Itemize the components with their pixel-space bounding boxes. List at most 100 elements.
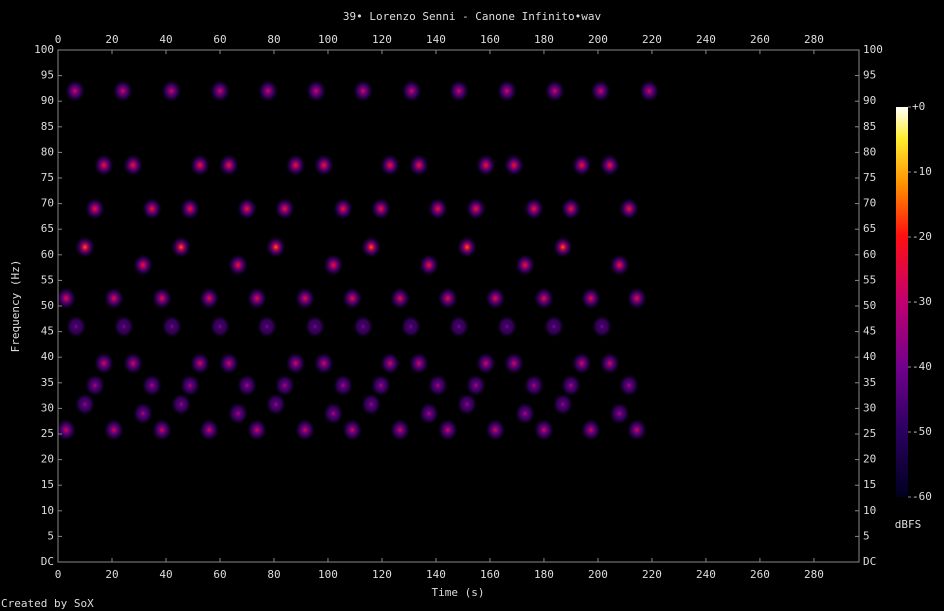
spectral-peak (199, 287, 220, 310)
spectral-peak (448, 315, 469, 338)
spectral-peak (123, 154, 144, 177)
x-tick-label-top: 100 (318, 33, 338, 46)
spectral-peak (401, 79, 422, 102)
y-tick-label-right: 20 (863, 453, 876, 466)
spectral-peak (333, 374, 354, 397)
spectral-peak (599, 352, 620, 375)
x-tick-label: 180 (534, 568, 554, 581)
y-tick-label-right: 75 (863, 171, 876, 184)
x-tick-label: 40 (159, 568, 172, 581)
spectral-peak (533, 287, 554, 310)
x-tick-label-top: 140 (426, 33, 446, 46)
spectral-peak (274, 374, 295, 397)
y-tick-label-right: 10 (863, 504, 876, 517)
y-tick-label: 100 (34, 43, 54, 56)
spectral-peak (171, 393, 192, 416)
spectral-peak (313, 352, 334, 375)
y-tick-label-right: 55 (863, 273, 876, 286)
spectral-peak (161, 79, 182, 102)
y-tick-label-right: 60 (863, 248, 876, 261)
spectral-peak (437, 287, 458, 310)
colorbar-tick-label: -50 (912, 425, 932, 438)
y-tick-label-right: 40 (863, 350, 876, 363)
x-tick-label-top: 160 (480, 33, 500, 46)
spectral-peak (465, 197, 486, 220)
spectral-peak (533, 418, 554, 441)
spectral-peak (93, 352, 114, 375)
spectral-peak (626, 418, 647, 441)
spectral-peak (609, 402, 630, 425)
y-tick-label-right: 50 (863, 299, 876, 312)
x-tick-label-top: 260 (750, 33, 770, 46)
spectral-peak (305, 315, 326, 338)
colorbar-tick-label: -30 (912, 295, 932, 308)
y-tick-label: 50 (41, 299, 54, 312)
x-tick-label: 80 (267, 568, 280, 581)
spectral-peak (84, 197, 105, 220)
plot-frame (57, 49, 860, 563)
spectral-peak (133, 254, 154, 277)
x-tick-label: 220 (642, 568, 662, 581)
spectral-peak (295, 287, 316, 310)
x-tick-label: 20 (105, 568, 118, 581)
spectral-peak (496, 315, 517, 338)
x-tick-label: 160 (480, 568, 500, 581)
spectral-peak (353, 315, 374, 338)
spectral-peak (113, 315, 134, 338)
spectral-peak (171, 236, 192, 259)
colorbar-tick-label: -10 (912, 165, 932, 178)
x-tick-label-top: 60 (213, 33, 226, 46)
spectral-peak (503, 154, 524, 177)
spectral-peak (265, 236, 286, 259)
colorbar-tick-label: -20 (912, 230, 932, 243)
spectral-peak (258, 79, 279, 102)
y-tick-label-right: 70 (863, 197, 876, 210)
spectral-peak (408, 154, 429, 177)
spectral-peak (103, 287, 124, 310)
spectral-peak (353, 79, 374, 102)
spectral-peak (56, 418, 77, 441)
spectral-peak (380, 154, 401, 177)
y-tick-label-right: 30 (863, 401, 876, 414)
y-tick-label: 80 (41, 145, 54, 158)
spectral-peak (323, 402, 344, 425)
y-tick-label: DC (41, 555, 54, 568)
x-tick-label: 280 (804, 568, 824, 581)
y-tick-label-right: 90 (863, 94, 876, 107)
y-tick-label: 45 (41, 325, 54, 338)
y-tick-label: 85 (41, 120, 54, 133)
colorbar-tick-label: -40 (912, 360, 932, 373)
spectral-peak (418, 254, 439, 277)
x-tick-label-top: 280 (804, 33, 824, 46)
spectral-peak (552, 236, 573, 259)
y-tick-label: 95 (41, 69, 54, 82)
x-tick-label: 240 (696, 568, 716, 581)
y-tick-label: 35 (41, 376, 54, 389)
y-axis-label: Frequency (Hz) (9, 260, 22, 353)
x-tick-label-top: 40 (159, 33, 172, 46)
colorbar (896, 107, 908, 497)
x-tick-label-top: 180 (534, 33, 554, 46)
spectral-peak (151, 287, 172, 310)
spectral-peak (609, 254, 630, 277)
spectral-peak (380, 352, 401, 375)
spectral-peak (503, 352, 524, 375)
x-tick-label: 140 (426, 568, 446, 581)
spectral-peak (571, 352, 592, 375)
spectral-peak (485, 418, 506, 441)
x-tick-label-top: 220 (642, 33, 662, 46)
y-tick-label-right: 45 (863, 325, 876, 338)
spectral-peak (543, 315, 564, 338)
spectral-peak (285, 154, 306, 177)
x-tick-label: 200 (588, 568, 608, 581)
spectral-peak (591, 315, 612, 338)
y-tick-label: 25 (41, 427, 54, 440)
y-tick-label-right: DC (863, 555, 876, 568)
spectral-peak (93, 154, 114, 177)
spectral-peak (285, 352, 306, 375)
spectral-peak (475, 352, 496, 375)
spectral-peak (342, 418, 363, 441)
spectral-peak (418, 402, 439, 425)
y-tick-label: 90 (41, 94, 54, 107)
spectral-peak (56, 287, 77, 310)
